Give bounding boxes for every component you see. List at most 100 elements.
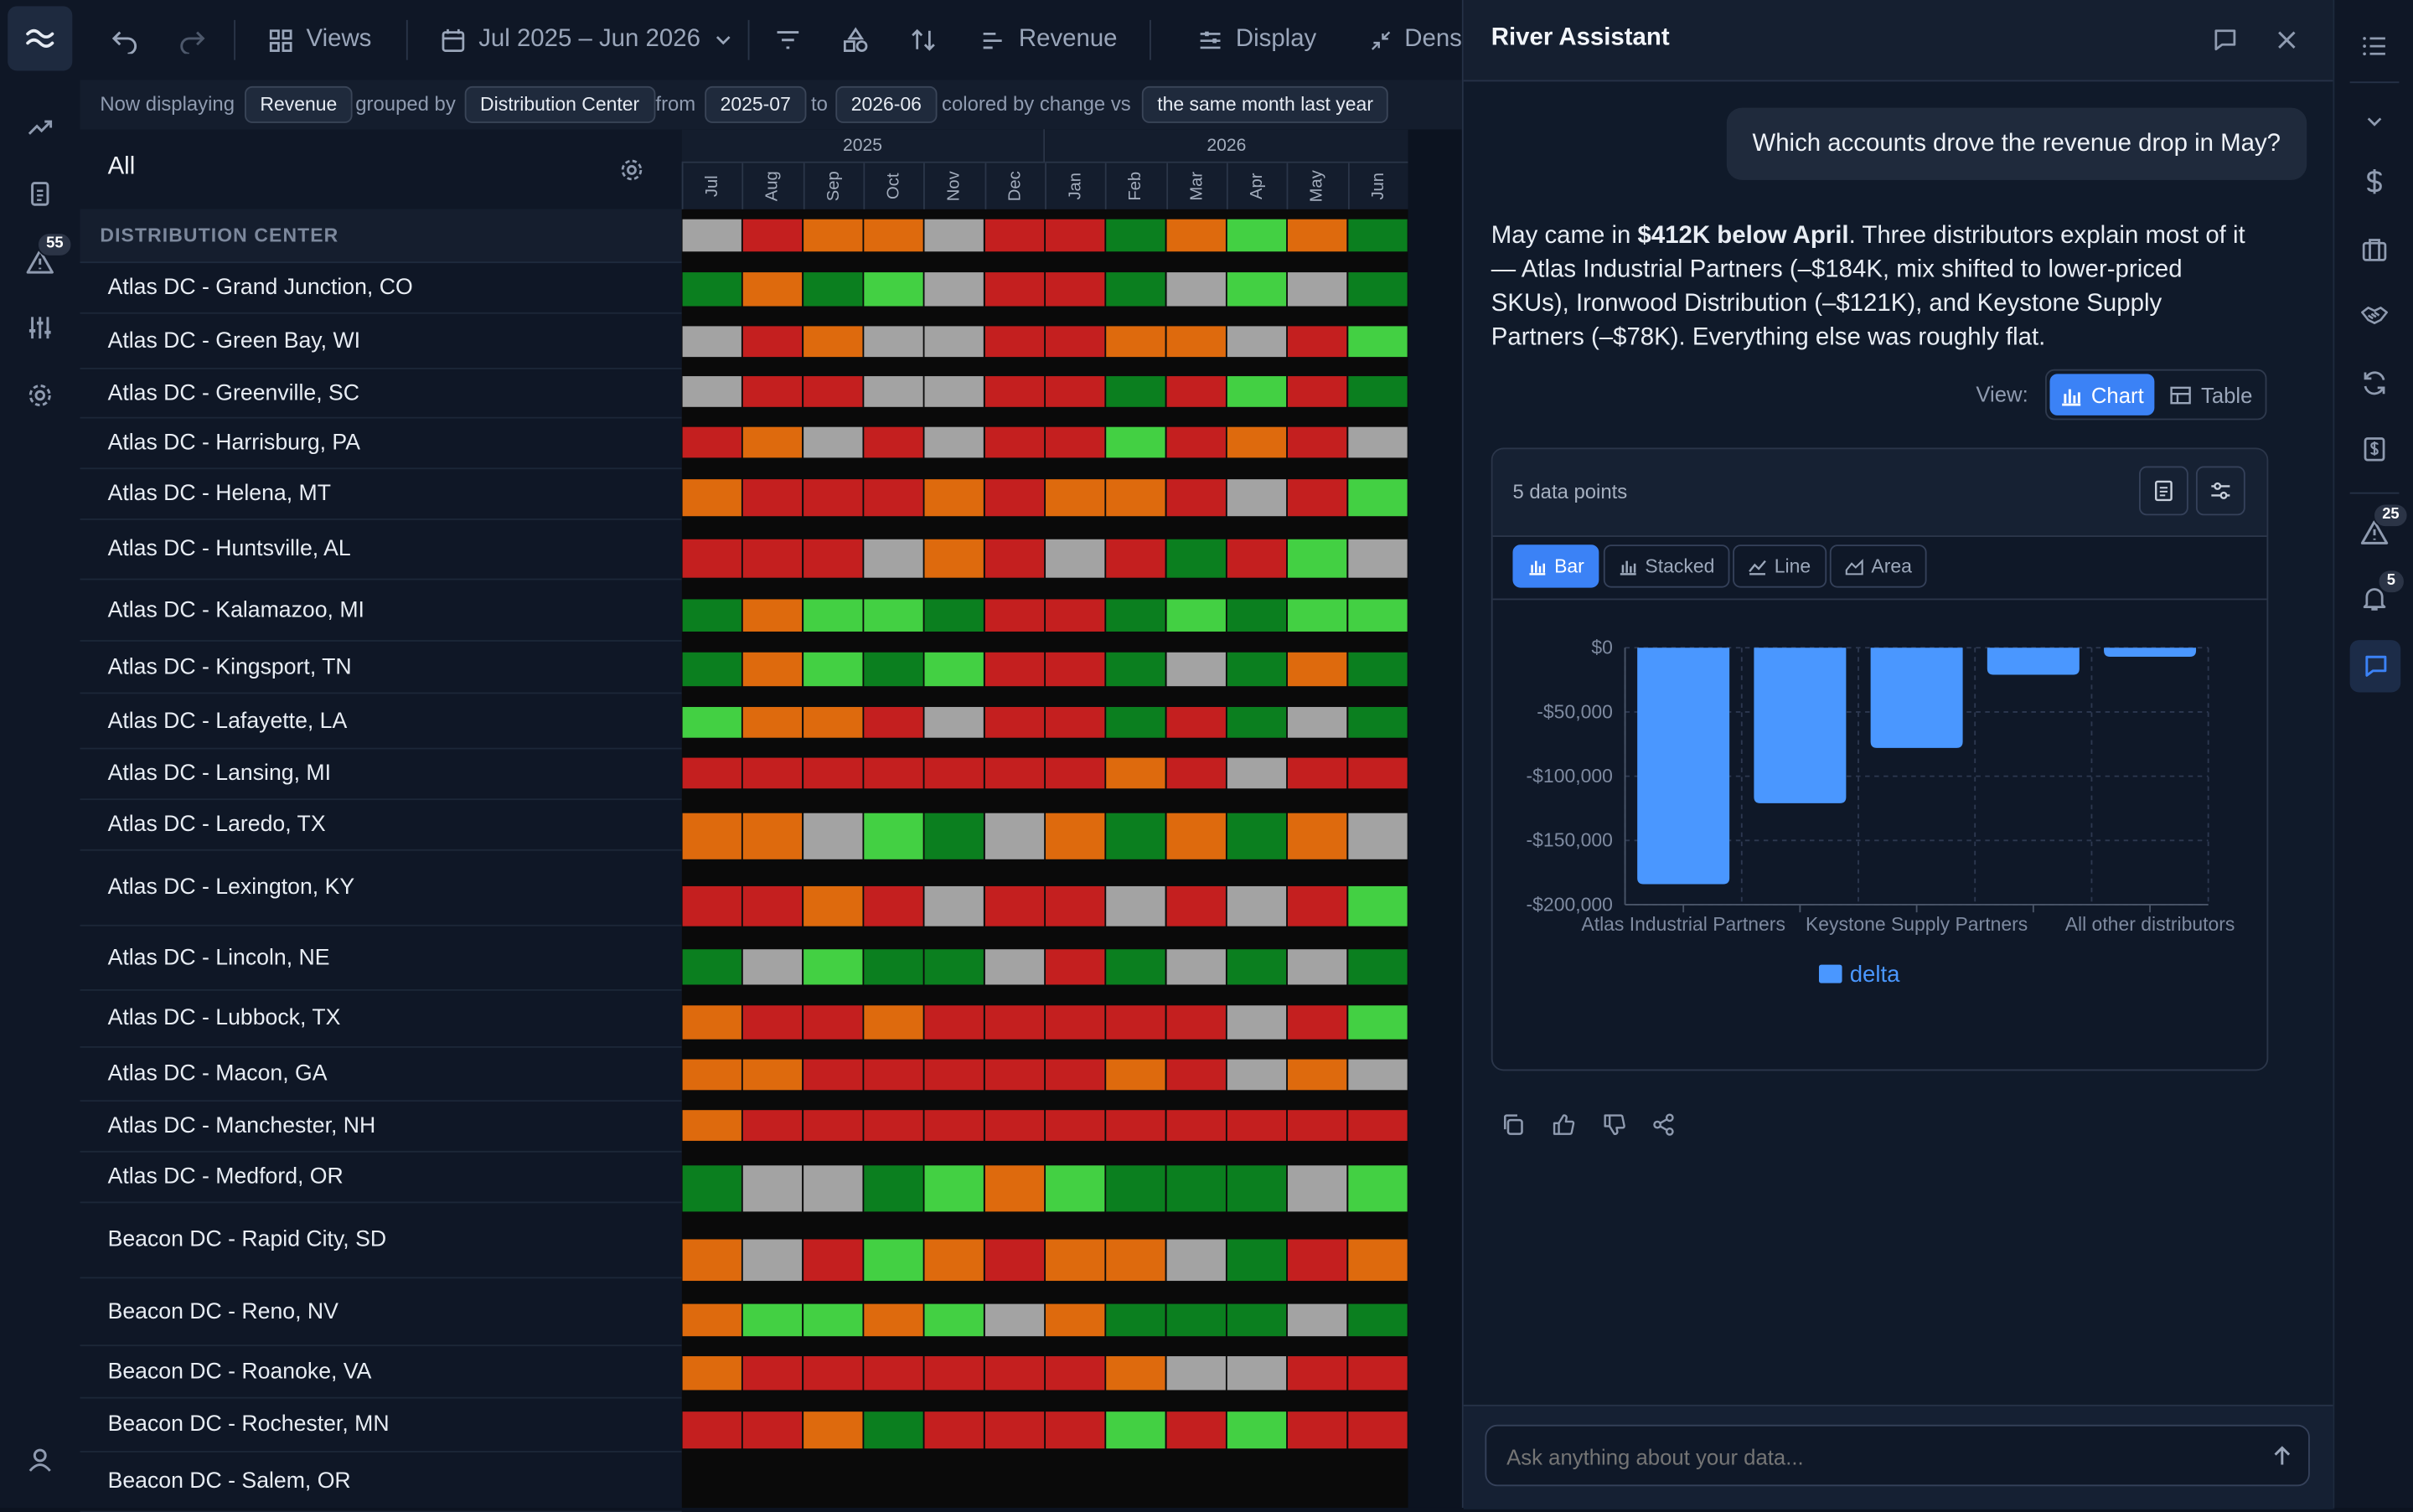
heatmap-cell[interactable]: [924, 1110, 984, 1141]
heatmap-cell[interactable]: [864, 1303, 923, 1337]
thumbs-up-icon[interactable]: [1551, 1112, 1575, 1137]
heatmap-cell[interactable]: [924, 885, 984, 926]
list-row[interactable]: Beacon DC - Rapid City, SD: [80, 1203, 682, 1279]
comparison-pill[interactable]: the same month last year: [1141, 85, 1389, 123]
heatmap-cell[interactable]: [1166, 219, 1226, 252]
heatmap-cell[interactable]: [1227, 1411, 1287, 1449]
heatmap-cell[interactable]: [1227, 1165, 1287, 1212]
heatmap-cell[interactable]: [1348, 1110, 1408, 1141]
heatmap-cell[interactable]: [864, 949, 923, 985]
heatmap-cell[interactable]: [803, 1110, 863, 1141]
heatmap-cell[interactable]: [1348, 813, 1408, 859]
heatmap-cell[interactable]: [1287, 652, 1347, 687]
heatmap-cell[interactable]: [1227, 599, 1287, 632]
heatmap-cell[interactable]: [1348, 1411, 1408, 1449]
heatmap-cell[interactable]: [924, 757, 984, 789]
heatmap-cell[interactable]: [1166, 813, 1226, 859]
heatmap-cell[interactable]: [742, 1059, 803, 1091]
heatmap-cell[interactable]: [1166, 326, 1226, 358]
share-icon[interactable]: [1651, 1112, 1676, 1137]
heatmap-cell[interactable]: [924, 813, 984, 859]
heatmap-cell[interactable]: [742, 1303, 803, 1337]
heatmap-cell[interactable]: [1287, 1059, 1347, 1091]
heatmap-cell[interactable]: [924, 1059, 984, 1091]
heatmap-cell[interactable]: [803, 599, 863, 632]
list-row[interactable]: Atlas DC - Grand Junction, CO: [80, 261, 682, 314]
heatmap-cell[interactable]: [682, 757, 741, 789]
heatmap-cell[interactable]: [864, 272, 923, 307]
copy-icon[interactable]: [1501, 1112, 1525, 1137]
view-table-button[interactable]: Table: [2161, 374, 2262, 415]
heatmap-cell[interactable]: [1227, 326, 1287, 358]
bar[interactable]: [1637, 648, 1730, 885]
heatmap-cell[interactable]: [924, 1303, 984, 1337]
heatmap-cell[interactable]: [1046, 479, 1105, 517]
list-row[interactable]: Atlas DC - Greenville, SC: [80, 369, 682, 419]
metric-button[interactable]: Revenue: [980, 0, 1118, 80]
heatmap-cell[interactable]: [864, 479, 923, 517]
heatmap-cell[interactable]: [1046, 706, 1105, 738]
view-chart-button[interactable]: Chart: [2049, 374, 2155, 415]
heatmap-cell[interactable]: [1046, 272, 1105, 307]
heatmap-cell[interactable]: [924, 1411, 984, 1449]
heatmap-cell[interactable]: [1287, 757, 1347, 789]
heatmap-cell[interactable]: [1046, 1411, 1105, 1449]
heatmap-cell[interactable]: [1166, 885, 1226, 926]
heatmap-cell[interactable]: [1046, 652, 1105, 687]
heatmap-cell[interactable]: [984, 426, 1045, 458]
heatmap-cell[interactable]: [1106, 706, 1165, 738]
heatmap-cell[interactable]: [1106, 426, 1165, 458]
heatmap-cell[interactable]: [984, 1356, 1045, 1391]
heatmap-cell[interactable]: [682, 813, 741, 859]
heatmap-cell[interactable]: [1227, 885, 1287, 926]
heatmap-cell[interactable]: [1227, 1303, 1287, 1337]
heatmap-cell[interactable]: [924, 706, 984, 738]
heatmap-cell[interactable]: [803, 949, 863, 985]
heatmap-cell[interactable]: [682, 1303, 741, 1337]
heatmap-cell[interactable]: [1227, 1059, 1287, 1091]
heatmap-cell[interactable]: [1287, 1411, 1347, 1449]
settings-gear-icon[interactable]: [20, 375, 60, 415]
heatmap-cell[interactable]: [1106, 652, 1165, 687]
heatmap-cell[interactable]: [864, 885, 923, 926]
heatmap-cell[interactable]: [984, 813, 1045, 859]
heatmap-cell[interactable]: [803, 479, 863, 517]
heatmap-cell[interactable]: [1287, 949, 1347, 985]
list-row[interactable]: Atlas DC - Laredo, TX: [80, 800, 682, 851]
heatmap-cell[interactable]: [682, 272, 741, 307]
heatmap-cell[interactable]: [803, 1303, 863, 1337]
heatmap-cell[interactable]: [1046, 539, 1105, 578]
end-date-pill[interactable]: 2026-06: [835, 85, 938, 123]
heatmap-cell[interactable]: [682, 1411, 741, 1449]
heatmap-cell[interactable]: [803, 1239, 863, 1282]
send-arrow-icon[interactable]: [2271, 1445, 2293, 1467]
heatmap-cell[interactable]: [1106, 1165, 1165, 1212]
heatmap-cell[interactable]: [1287, 1110, 1347, 1141]
heatmap-cell[interactable]: [1166, 1411, 1226, 1449]
shapes-icon[interactable]: [842, 0, 870, 80]
heatmap-cell[interactable]: [803, 885, 863, 926]
heatmap-cell[interactable]: [1166, 757, 1226, 789]
heatmap-cell[interactable]: [1046, 949, 1105, 985]
heatmap-cell[interactable]: [864, 376, 923, 407]
chart-type-area[interactable]: Area: [1829, 544, 1928, 588]
heatmap-cell[interactable]: [1166, 949, 1226, 985]
heatmap-cell[interactable]: [682, 1356, 741, 1391]
list-settings-gear-icon[interactable]: [618, 157, 644, 183]
sliders-icon[interactable]: [20, 307, 60, 348]
list-row[interactable]: Atlas DC - Lansing, MI: [80, 749, 682, 801]
heatmap-cell[interactable]: [984, 885, 1045, 926]
heatmap-cell[interactable]: [1106, 1110, 1165, 1141]
heatmap-cell[interactable]: [1046, 219, 1105, 252]
document-icon[interactable]: [20, 174, 60, 214]
heatmap-cell[interactable]: [682, 426, 741, 458]
group-pill[interactable]: Distribution Center: [464, 85, 655, 123]
list-row[interactable]: Atlas DC - Helena, MT: [80, 469, 682, 520]
heatmap-cell[interactable]: [1166, 1356, 1226, 1391]
heatmap-cell[interactable]: [742, 885, 803, 926]
undo-icon[interactable]: [111, 0, 138, 80]
heatmap-cell[interactable]: [984, 706, 1045, 738]
views-button[interactable]: Views: [268, 0, 371, 80]
heatmap-cell[interactable]: [1106, 326, 1165, 358]
heatmap-cell[interactable]: [1287, 885, 1347, 926]
